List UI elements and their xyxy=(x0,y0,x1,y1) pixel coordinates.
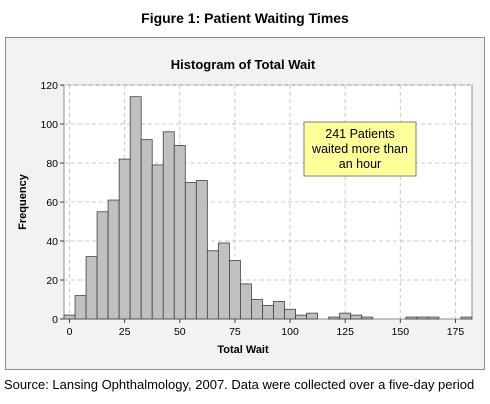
x-tick-label: 175 xyxy=(447,326,465,338)
histogram-bar xyxy=(460,316,473,320)
y-axis-label: Frequency xyxy=(17,173,29,230)
histogram-bar xyxy=(405,316,418,320)
histogram-bar xyxy=(129,96,142,320)
histogram-bar xyxy=(151,164,164,320)
annotation-text: 241 Patients waited more than an hour xyxy=(311,127,408,171)
histogram-bar xyxy=(229,260,241,320)
histogram-bar xyxy=(195,180,208,320)
y-tick-label: 120 xyxy=(40,80,58,92)
histogram-bar xyxy=(306,312,319,320)
histogram-bar xyxy=(262,304,274,320)
y-tick-label: 100 xyxy=(40,119,58,131)
histogram-bar xyxy=(74,295,87,320)
histogram-bar xyxy=(63,314,76,320)
histogram-bar xyxy=(173,145,186,320)
histogram-bar xyxy=(118,158,131,320)
x-tick-label: 150 xyxy=(392,326,410,338)
histogram-bar xyxy=(217,242,230,320)
x-tick-label: 50 xyxy=(174,326,186,338)
histogram-bar xyxy=(107,199,120,320)
histogram-bar xyxy=(416,316,429,320)
x-tick-label: 100 xyxy=(281,326,299,338)
annotation-box: 241 Patients waited more than an hour xyxy=(303,121,417,177)
x-tick-label: 0 xyxy=(67,326,73,338)
histogram-bar xyxy=(427,316,440,320)
x-tick-label: 25 xyxy=(119,326,131,338)
bars xyxy=(63,96,473,320)
histogram-bar xyxy=(284,308,296,320)
histogram-bar xyxy=(162,131,175,320)
histogram-bar xyxy=(85,256,98,320)
histogram-bar xyxy=(140,139,153,320)
histogram-bar xyxy=(295,314,307,320)
histogram-bar xyxy=(251,299,263,320)
source-note: Source: Lansing Ophthalmology, 2007. Dat… xyxy=(4,377,475,392)
histogram-bar xyxy=(206,250,219,320)
chart-title: Histogram of Total Wait xyxy=(171,57,316,72)
histogram-bar xyxy=(339,312,352,320)
histogram-chart: Histogram of Total Wait 0204060801001200… xyxy=(17,57,473,356)
figure-title: Figure 1: Patient Waiting Times xyxy=(141,10,349,26)
x-axis-label: Total Wait xyxy=(217,344,269,356)
y-tick-label: 0 xyxy=(52,314,58,326)
histogram-bar xyxy=(184,182,197,320)
histogram-bar xyxy=(350,314,363,320)
histogram-bar xyxy=(240,283,252,320)
histogram-bar xyxy=(96,211,109,320)
chart-panel: Histogram of Total Wait 0 20 40 60 80 100 120 0… xyxy=(5,37,485,370)
histogram-bar xyxy=(361,316,374,320)
histogram-bar xyxy=(328,316,341,320)
axis-ticks: 0 20 40 60 80 100 120 0 25 50 75 100 125 150 175 xyxy=(40,80,464,338)
x-tick-label: 75 xyxy=(229,326,241,338)
histogram-bar xyxy=(273,301,285,320)
y-tick-label: 40 xyxy=(46,236,58,248)
y-tick-label: 80 xyxy=(46,158,58,170)
y-tick-label: 60 xyxy=(46,197,58,209)
y-tick-label: 20 xyxy=(46,275,58,287)
x-tick-label: 125 xyxy=(336,326,354,338)
